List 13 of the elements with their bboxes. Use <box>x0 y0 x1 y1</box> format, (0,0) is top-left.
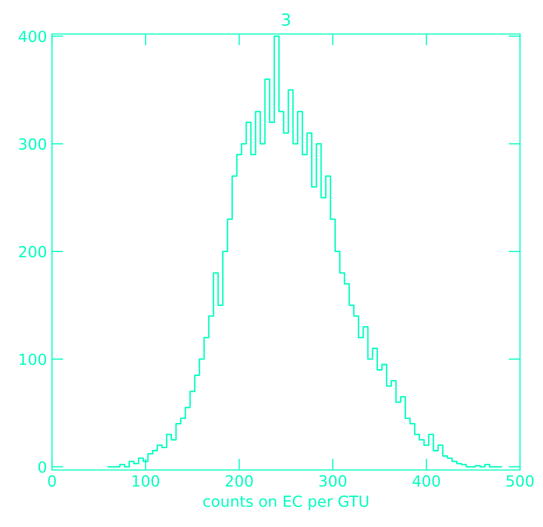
y-tick-label: 0 <box>38 461 46 473</box>
x-axis-title: counts on EC per GTU <box>203 495 368 510</box>
x-tick-label: 500 <box>506 475 534 487</box>
chart-title: 3 <box>282 13 290 26</box>
y-tick-label: 400 <box>18 30 46 42</box>
x-tick-label: 400 <box>412 475 440 487</box>
x-tick-label: 100 <box>132 475 160 487</box>
y-tick-label: 200 <box>19 246 46 258</box>
x-tick-label: 300 <box>319 475 346 487</box>
y-tick-label: 100 <box>20 354 46 366</box>
x-tick-label: 0 <box>48 475 56 487</box>
y-tick-label: 300 <box>19 138 46 150</box>
x-tick-label: 200 <box>226 475 253 487</box>
